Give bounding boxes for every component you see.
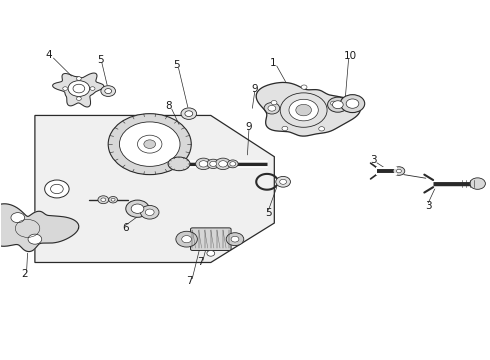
Text: 7: 7 xyxy=(197,257,203,267)
Text: 10: 10 xyxy=(343,51,357,61)
Circle shape xyxy=(50,184,63,194)
Polygon shape xyxy=(52,73,104,107)
Circle shape xyxy=(111,198,115,201)
Circle shape xyxy=(176,231,197,247)
Circle shape xyxy=(332,101,343,109)
Circle shape xyxy=(182,235,192,243)
Circle shape xyxy=(68,81,90,96)
Circle shape xyxy=(199,161,208,167)
Circle shape xyxy=(346,99,359,108)
Circle shape xyxy=(331,101,337,105)
Circle shape xyxy=(28,234,42,244)
Circle shape xyxy=(146,209,154,216)
Circle shape xyxy=(296,104,312,116)
Circle shape xyxy=(108,114,191,175)
Text: 5: 5 xyxy=(98,55,104,65)
Circle shape xyxy=(210,161,217,166)
Circle shape xyxy=(109,197,118,203)
Circle shape xyxy=(207,159,220,168)
Circle shape xyxy=(301,85,307,89)
Circle shape xyxy=(45,180,69,198)
Text: 5: 5 xyxy=(173,60,180,70)
Text: 1: 1 xyxy=(270,58,277,68)
Polygon shape xyxy=(35,116,274,262)
Circle shape xyxy=(138,135,162,153)
Circle shape xyxy=(219,161,227,167)
Circle shape xyxy=(280,179,287,184)
Circle shape xyxy=(207,251,215,256)
Circle shape xyxy=(196,158,211,170)
Circle shape xyxy=(289,99,318,121)
Text: 2: 2 xyxy=(21,269,27,279)
Circle shape xyxy=(76,77,81,80)
Circle shape xyxy=(131,204,144,213)
Text: 9: 9 xyxy=(245,122,252,132)
Text: 5: 5 xyxy=(265,208,272,218)
Circle shape xyxy=(276,176,291,187)
Circle shape xyxy=(63,87,68,90)
Circle shape xyxy=(470,178,486,189)
Circle shape xyxy=(105,89,112,94)
Text: 6: 6 xyxy=(122,224,128,233)
Circle shape xyxy=(11,213,24,223)
Circle shape xyxy=(231,236,239,242)
Circle shape xyxy=(393,167,405,175)
Circle shape xyxy=(90,87,95,90)
Circle shape xyxy=(264,103,280,114)
Circle shape xyxy=(141,206,159,219)
Text: 7: 7 xyxy=(186,276,193,286)
Circle shape xyxy=(396,169,401,173)
Circle shape xyxy=(268,105,276,111)
Circle shape xyxy=(227,160,238,168)
Circle shape xyxy=(101,86,116,96)
Ellipse shape xyxy=(168,157,190,171)
Polygon shape xyxy=(256,82,360,136)
Polygon shape xyxy=(0,204,79,252)
Circle shape xyxy=(271,100,277,105)
Circle shape xyxy=(98,196,109,204)
Circle shape xyxy=(185,111,193,117)
Circle shape xyxy=(226,233,244,246)
Circle shape xyxy=(318,127,324,131)
Circle shape xyxy=(144,140,156,148)
Circle shape xyxy=(73,84,85,93)
Text: 4: 4 xyxy=(45,50,52,60)
Circle shape xyxy=(126,200,149,217)
Text: 8: 8 xyxy=(166,102,172,112)
Circle shape xyxy=(282,126,288,131)
Text: 9: 9 xyxy=(251,84,258,94)
Circle shape xyxy=(340,95,365,113)
Circle shape xyxy=(230,162,236,166)
Circle shape xyxy=(328,97,348,112)
FancyBboxPatch shape xyxy=(191,228,231,251)
Circle shape xyxy=(101,198,106,202)
Circle shape xyxy=(181,108,196,120)
Text: 3: 3 xyxy=(369,155,376,165)
Text: 3: 3 xyxy=(425,201,432,211)
Circle shape xyxy=(120,122,180,166)
Circle shape xyxy=(76,97,81,100)
Circle shape xyxy=(215,158,231,170)
